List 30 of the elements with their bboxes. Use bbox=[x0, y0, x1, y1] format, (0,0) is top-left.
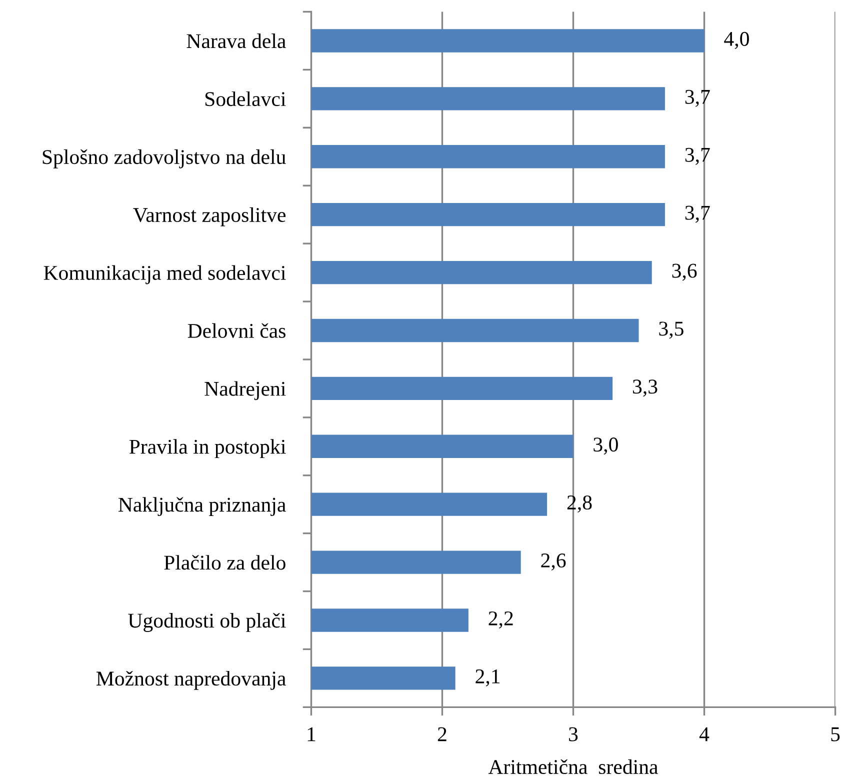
data-label: 3,7 bbox=[685, 90, 710, 107]
y-tick-label: Pravila in postopki bbox=[129, 439, 286, 458]
y-tick-label: Narava dela bbox=[186, 34, 286, 48]
x-tick-label: 5 bbox=[831, 727, 840, 742]
y-tick-label: Možnost napredovanja bbox=[96, 670, 286, 690]
data-label: 3,7 bbox=[685, 206, 710, 223]
data-label: 3,6 bbox=[672, 264, 697, 281]
y-tick-label: Naključna priznanja bbox=[118, 497, 286, 516]
y-tick-label: Delovni čas bbox=[188, 323, 286, 338]
data-label: 3,7 bbox=[685, 148, 710, 165]
data-label: 2,6 bbox=[541, 554, 566, 571]
y-tick-label: Plačilo za delo bbox=[164, 555, 286, 570]
y-tick-label: Sodelavci bbox=[205, 91, 286, 106]
x-tick-label: 3 bbox=[569, 727, 578, 742]
x-tick-label: 4 bbox=[699, 727, 710, 742]
data-label: 3,0 bbox=[594, 438, 618, 455]
data-label: 4,0 bbox=[724, 32, 749, 49]
x-tick-label: 2 bbox=[438, 727, 446, 742]
y-tick-label: Varnost zaposlitve bbox=[133, 207, 286, 226]
data-label: 2,2 bbox=[488, 611, 513, 628]
y-tick-label: Splošno zadovoljstvo na delu bbox=[42, 149, 286, 168]
x-axis-title: Aritmetična sredina bbox=[488, 759, 658, 774]
data-label: 3,3 bbox=[632, 380, 658, 397]
data-label: 2,8 bbox=[567, 495, 592, 513]
y-tick-label: Ugodnosti ob plači bbox=[128, 612, 286, 632]
data-label: 2,1 bbox=[476, 669, 500, 686]
data-label: 3,5 bbox=[659, 322, 684, 339]
y-tick-label: Nadrejeni bbox=[204, 381, 286, 400]
y-tick-label: Komunikacija med sodelavci bbox=[44, 265, 286, 284]
x-tick-label: 1 bbox=[308, 727, 316, 742]
